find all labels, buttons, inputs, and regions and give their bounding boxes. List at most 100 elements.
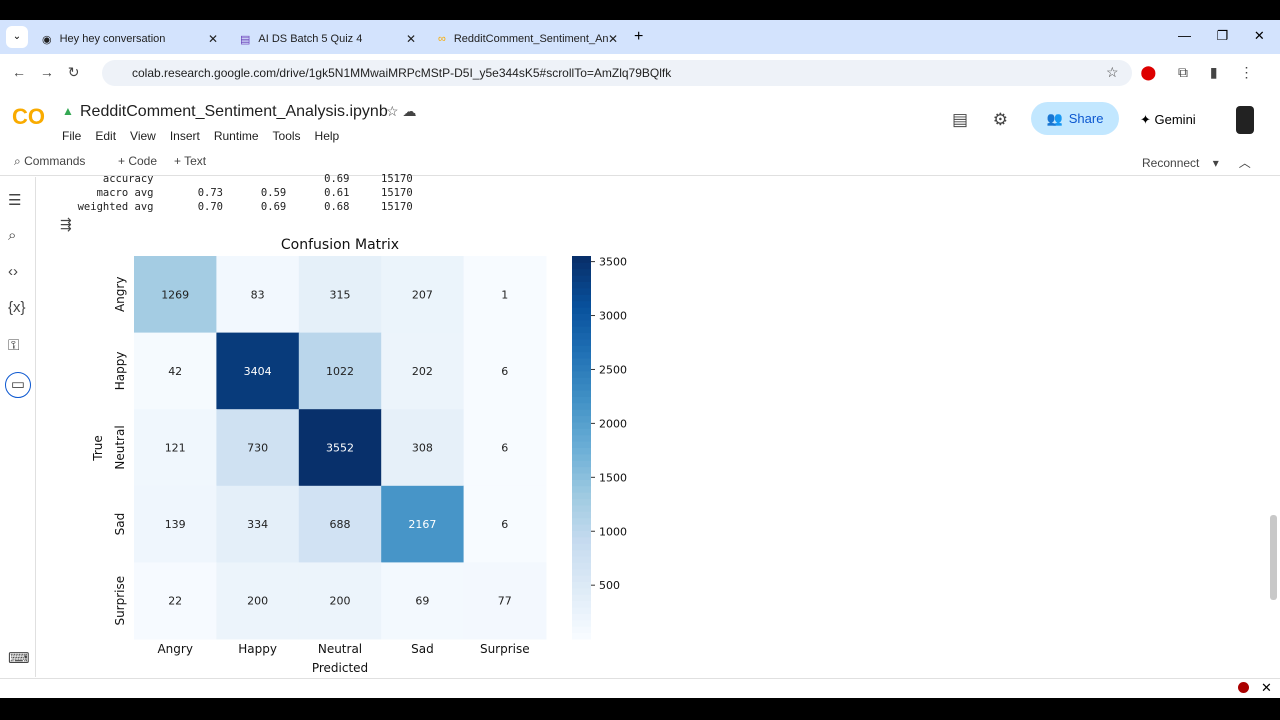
new-tab-button[interactable]: + <box>634 28 644 45</box>
files-folder-icon[interactable]: ▭ <box>5 372 31 398</box>
toc-icon[interactable]: ☰ <box>8 192 22 209</box>
colorbar-segment <box>572 415 591 423</box>
colorbar-segment <box>572 466 591 474</box>
url-input[interactable]: colab.research.google.com/drive/1gk5N1MM… <box>102 60 1132 86</box>
browser-extension-icons[interactable]: ☆ ⬤ ⧉ ▮ ⋮ <box>1106 64 1254 80</box>
colorbar-segment <box>572 587 591 595</box>
colorbar-segment <box>572 613 591 621</box>
colorbar-segment <box>572 600 591 608</box>
menu-insert[interactable]: Insert <box>169 129 200 143</box>
menu-view[interactable]: View <box>130 129 156 143</box>
cell-value-label: 202 <box>412 365 433 378</box>
commands-button[interactable]: ⌕ Commands <box>14 154 86 168</box>
heatmap-cell <box>463 562 547 640</box>
comments-settings-icons[interactable]: ▤ ⚙ <box>952 110 1009 129</box>
heatmap-cell <box>463 256 547 334</box>
output-toggle-icon[interactable]: ⇶ <box>60 216 72 232</box>
colorbar-segment <box>572 517 591 525</box>
star-cloud-icons[interactable]: ☆ ☁ <box>386 103 417 119</box>
heatmap-cell <box>463 485 547 563</box>
colorbar-tick-label: 1500 <box>599 471 627 484</box>
colorbar-segment <box>572 383 591 391</box>
gemini-button[interactable]: ✦ Gemini <box>1140 112 1196 127</box>
cell-value-label: 2167 <box>408 518 436 531</box>
menu-tools[interactable]: Tools <box>272 129 301 143</box>
heatmap-cell <box>216 562 300 640</box>
cell-value-label: 3552 <box>326 442 354 455</box>
colorbar-segment <box>572 556 591 563</box>
colorbar-tick-label: 3500 <box>599 256 627 269</box>
x-axis-label: Predicted <box>312 661 368 675</box>
colorbar-tick-label: 3000 <box>599 310 627 323</box>
colorbar-segment <box>572 460 591 468</box>
add-text-button[interactable]: + Text <box>174 154 207 168</box>
tab-hey-hey[interactable]: ◉ Hey hey conversation ✕ <box>42 32 218 46</box>
colorbar-segment <box>572 594 591 602</box>
close-tab-icon[interactable]: ✕ <box>607 32 618 46</box>
heatmap-cell <box>134 409 217 487</box>
colorbar-segment <box>572 632 591 640</box>
reconnect-button[interactable]: Reconnect ▾ ︿ <box>1142 156 1251 170</box>
close-tab-icon[interactable]: ✕ <box>207 32 218 46</box>
avatar[interactable] <box>1236 106 1254 134</box>
cell-value-label: 77 <box>498 595 512 608</box>
heatmap-cell <box>298 256 382 334</box>
menu-bar[interactable]: File Edit View Insert Runtime Tools Help <box>62 127 353 145</box>
add-code-button[interactable]: + Code <box>118 154 158 168</box>
cell-value-label: 139 <box>165 518 186 531</box>
menu-edit[interactable]: Edit <box>95 129 117 143</box>
cell-value-label: 42 <box>168 365 182 378</box>
colorbar-segment <box>572 377 591 385</box>
y-axis-label: True <box>91 435 105 462</box>
heatmap-cell <box>134 562 217 640</box>
cell-value-label: 1022 <box>326 365 354 378</box>
forms-icon: ▤ <box>240 33 251 46</box>
scrollbar[interactable] <box>1270 515 1277 600</box>
cell-value-label: 315 <box>330 288 351 301</box>
heatmap-cell <box>298 485 382 563</box>
heatmap-cell <box>381 332 465 410</box>
colorbar-segment <box>572 402 591 410</box>
terminal-icon[interactable]: ⌨ <box>8 650 30 667</box>
menu-file[interactable]: File <box>62 129 82 143</box>
heatmap-cell <box>298 562 382 640</box>
cell-value-label: 69 <box>415 595 429 608</box>
cell-value-label: 207 <box>412 288 433 301</box>
heatmap-cell <box>216 332 300 410</box>
cell-value-label: 200 <box>247 595 268 608</box>
find-icon[interactable]: ⌕ <box>8 227 17 244</box>
colorbar-segment <box>572 581 591 589</box>
colorbar-segment <box>572 536 591 544</box>
cell-value-label: 334 <box>247 518 268 531</box>
variables-icon[interactable]: {x} <box>8 299 26 316</box>
colorbar-segment <box>572 370 591 378</box>
cell-value-label: 1269 <box>161 288 189 301</box>
notebook-title[interactable]: RedditComment_Sentiment_Analysis.ipynb <box>80 103 388 120</box>
x-tick-label: Surprise <box>480 642 530 656</box>
colorbar-segment <box>572 447 591 455</box>
colorbar-segment <box>572 262 591 270</box>
colorbar-tick-label: 500 <box>599 579 620 592</box>
window-controls[interactable]: — ❐ ✕ <box>1178 28 1265 43</box>
menu-runtime[interactable]: Runtime <box>213 129 259 143</box>
heatmap-cell <box>216 256 300 334</box>
cell-value-label: 83 <box>251 288 265 301</box>
cell-value-label: 121 <box>165 442 186 455</box>
y-tick-label: Happy <box>113 352 127 391</box>
nav-buttons[interactable]: ← → ↻ <box>12 64 80 80</box>
tab-quiz[interactable]: ▤ AI DS Batch 5 Quiz 4 ✕ <box>240 32 416 46</box>
colorbar-segment <box>572 473 591 480</box>
tab-colab[interactable]: ∞ RedditComment_Sentiment_An ✕ <box>438 32 618 46</box>
cell-value-label: 308 <box>412 442 433 455</box>
share-button[interactable]: 👥 Share <box>1031 102 1119 135</box>
cell-value-label: 3404 <box>244 365 272 378</box>
code-snippets-icon[interactable]: ‹› <box>8 263 18 280</box>
close-icon[interactable]: ✕ <box>1261 680 1272 695</box>
heatmap-cell <box>216 485 300 563</box>
secrets-key-icon[interactable]: ⚿ <box>8 337 20 354</box>
close-tab-icon[interactable]: ✕ <box>405 32 416 46</box>
chart-title: Confusion Matrix <box>281 237 399 253</box>
heatmap-cell <box>134 256 217 334</box>
tab-list-button[interactable]: ⌄ <box>6 26 28 48</box>
menu-help[interactable]: Help <box>314 129 340 143</box>
